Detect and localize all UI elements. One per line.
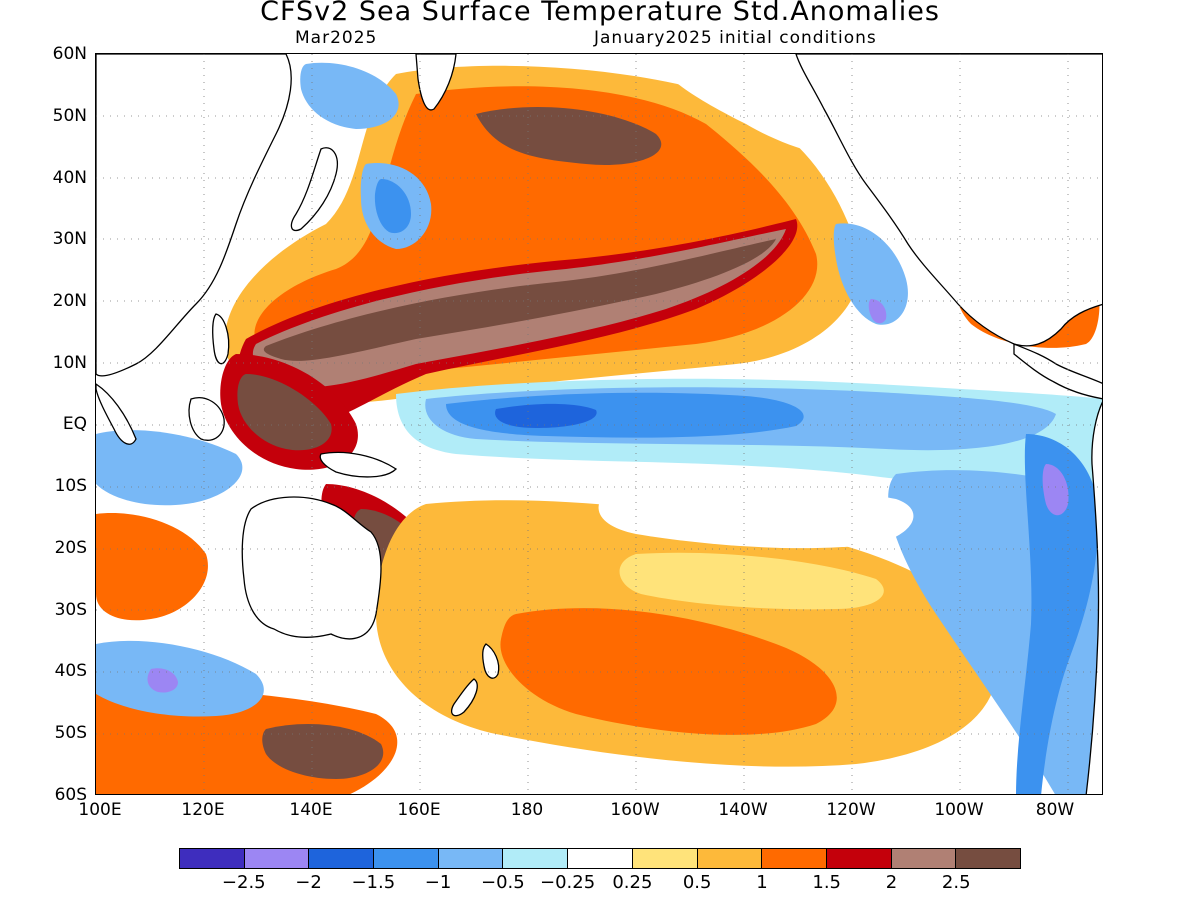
lon-label-100e: 100E — [78, 800, 122, 820]
lat-label-10n: 10N — [52, 353, 87, 373]
equatorial-cold-tongue-deep — [495, 403, 597, 428]
colorbar-swatch — [632, 849, 698, 868]
lon-label-140e: 140E — [289, 800, 333, 820]
lat-label-40s: 40S — [54, 661, 87, 681]
lat-label-20s: 20S — [54, 538, 87, 558]
kuroshio-extension-brown — [476, 106, 662, 165]
new-zealand-north-island — [482, 643, 500, 679]
south-indian-lavender — [147, 668, 178, 693]
forecast-month: Mar2025 — [295, 28, 378, 48]
colorbar-swatch — [309, 849, 375, 868]
indian-ocean-warm — [96, 513, 208, 621]
peru-coastal-lavender — [1042, 464, 1069, 516]
western-pacific-warm-core — [237, 374, 332, 451]
lat-label-60n: 60N — [52, 44, 87, 64]
lat-label-eq: EQ — [62, 414, 87, 434]
map-canvas — [96, 54, 1102, 794]
colorbar-swatch — [503, 849, 569, 868]
subtropical-brown-core — [263, 239, 776, 361]
north-america-land — [795, 54, 1102, 347]
colorbar-swatch — [568, 849, 633, 868]
south-indian-ocean-cool — [96, 640, 264, 717]
south-central-pacific-neutral — [598, 482, 914, 549]
peru-coastal-cool-core — [1016, 434, 1098, 794]
lat-label-20n: 20N — [52, 291, 87, 311]
central-america-land — [1013, 343, 1102, 400]
southern-ocean-brown — [262, 724, 384, 779]
kamchatka-land — [415, 54, 457, 111]
colorbar-tick-label: 1.5 — [812, 872, 842, 893]
south-america-land — [1085, 401, 1102, 794]
map-title: CFSv2 Sea Surface Temperature Std.Anomal… — [260, 0, 940, 27]
sea-of-japan-core — [374, 179, 411, 234]
lon-label-160w: 160W — [610, 800, 660, 820]
colorbar-tick-label: 2.5 — [941, 872, 971, 893]
australia-land — [241, 496, 382, 640]
warm-anomaly-regions — [96, 65, 1100, 794]
lat-label-50s: 50S — [54, 723, 87, 743]
colorbar-tick-label: 2 — [885, 872, 898, 893]
colorbar-swatch — [180, 849, 245, 868]
colorbar-tick-label: −1 — [424, 872, 452, 893]
lon-label-100w: 100W — [934, 800, 984, 820]
lon-label-160e: 160E — [397, 800, 441, 820]
colorbar-swatch — [956, 849, 1020, 868]
initial-conditions-label: January2025 initial conditions — [594, 28, 877, 48]
lat-label-30n: 30N — [52, 229, 87, 249]
colorbar-tick-label: −0.5 — [480, 872, 525, 893]
lat-label-10s: 10S — [54, 476, 87, 496]
lat-label-40n: 40N — [52, 168, 87, 188]
okhotsk-cool — [300, 62, 399, 129]
colorbar-swatch — [826, 849, 892, 868]
colorbar-tick-label: −0.25 — [540, 872, 596, 893]
sumatra-land — [96, 383, 137, 445]
colorbar-swatch — [891, 849, 957, 868]
land-masses — [96, 54, 1102, 794]
south-pacific-light-warm — [619, 552, 884, 610]
lon-label-120e: 120E — [181, 800, 225, 820]
colorbar — [179, 848, 1021, 869]
colorbar-swatch — [244, 849, 310, 868]
lon-label-120w: 120W — [826, 800, 876, 820]
colorbar-tick-label: 0.5 — [682, 872, 712, 893]
colorbar-tick-label: 0.25 — [612, 872, 653, 893]
colorbar-swatch — [438, 849, 504, 868]
baja-lavender — [868, 299, 887, 324]
new-guinea-land — [319, 451, 398, 478]
colorbar-swatch — [762, 849, 827, 868]
lon-label-140w: 140W — [718, 800, 768, 820]
lat-lon-grid — [96, 54, 1102, 794]
colorbar-tick-label: −2.5 — [221, 872, 266, 893]
colorbar-swatch — [374, 849, 439, 868]
sst-anomaly-map — [95, 53, 1103, 795]
indian-ocean-cool — [96, 430, 243, 506]
colorbar-tick-label: −2 — [295, 872, 322, 893]
colorbar-tick-label: 1 — [756, 872, 768, 893]
south-pacific-orange — [500, 608, 837, 735]
lat-label-50n: 50N — [52, 106, 87, 126]
lat-label-30s: 30S — [54, 600, 87, 620]
lon-label-80w: 80W — [1035, 800, 1075, 820]
borneo-land — [188, 397, 225, 441]
lon-label-180: 180 — [510, 800, 544, 820]
colorbar-swatch — [697, 849, 763, 868]
japan-land — [290, 147, 338, 232]
new-zealand-south-island — [450, 678, 478, 717]
lat-label-60s: 60S — [54, 785, 87, 805]
colorbar-tick-label: −1.5 — [351, 872, 396, 893]
asia-mainland — [96, 54, 292, 377]
philippines-land — [212, 313, 230, 365]
